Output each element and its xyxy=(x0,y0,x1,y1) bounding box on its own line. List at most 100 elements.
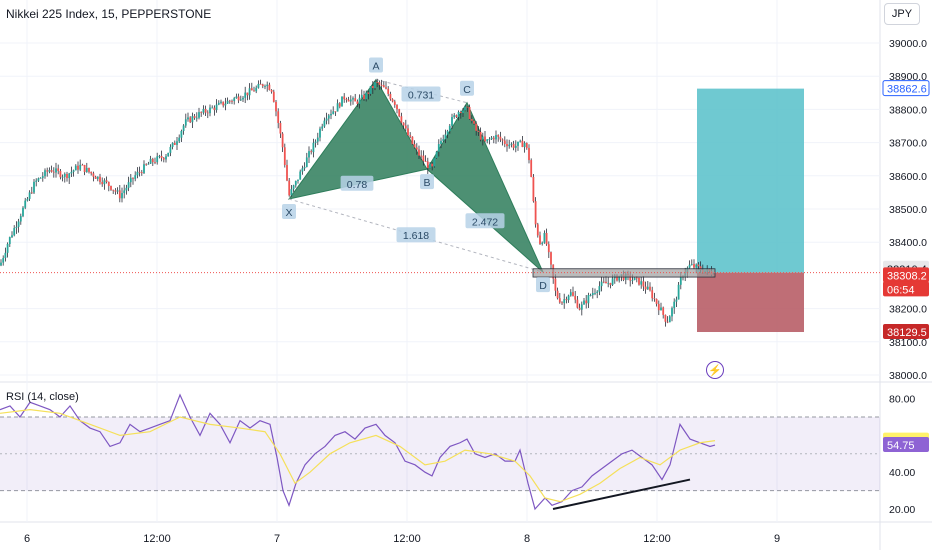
candle-body xyxy=(389,93,392,100)
candle-body xyxy=(327,115,330,119)
candle-body xyxy=(541,242,544,244)
candle-body xyxy=(292,185,295,190)
candle-body xyxy=(475,123,478,131)
candle-body xyxy=(470,119,473,121)
candle-body xyxy=(334,111,337,113)
candle-body xyxy=(574,295,577,300)
candle-body xyxy=(138,171,141,173)
candle-body xyxy=(420,155,423,157)
lightning-icon[interactable]: ⚡ xyxy=(706,361,724,379)
candle-body xyxy=(646,286,649,290)
candle-body xyxy=(257,83,260,88)
candle-body xyxy=(633,277,636,281)
candle-body xyxy=(283,147,286,165)
candle-body xyxy=(19,216,22,222)
candle-body xyxy=(503,140,506,144)
candle-body xyxy=(24,200,27,208)
candle-body xyxy=(209,107,211,114)
candle-body xyxy=(176,141,178,145)
candle-body xyxy=(426,161,429,169)
candle-body xyxy=(72,170,75,172)
candle-body xyxy=(616,275,618,281)
candle-body xyxy=(371,86,374,89)
currency-button[interactable]: JPY xyxy=(884,3,920,25)
rsi-indicator-label[interactable]: RSI (14, close) xyxy=(6,391,79,403)
candle-body xyxy=(431,163,434,167)
candle-body xyxy=(178,137,181,142)
price-tick-label: 38000.0 xyxy=(889,370,927,382)
candle-body xyxy=(61,176,64,178)
candle-body xyxy=(437,144,440,152)
candle-body xyxy=(673,301,676,309)
candle-body xyxy=(600,281,603,287)
price-tick-label: 38700.0 xyxy=(889,138,927,150)
candle-body xyxy=(28,192,31,199)
candle-body xyxy=(675,299,678,302)
candle-body xyxy=(94,176,97,179)
candle-body xyxy=(530,160,533,177)
harmonic-triangle xyxy=(426,101,544,273)
candle-body xyxy=(413,144,416,148)
candle-body xyxy=(281,133,284,148)
candle-body xyxy=(63,173,66,177)
candle-body xyxy=(44,170,46,177)
candle-body xyxy=(121,193,123,199)
time-tick-label: 12:00 xyxy=(393,533,421,545)
candle-body xyxy=(349,99,352,102)
candle-body xyxy=(440,140,442,145)
candle-body xyxy=(301,168,304,172)
candle-body xyxy=(477,130,480,132)
candle-body xyxy=(385,87,387,89)
candle-body xyxy=(319,128,321,138)
candle-body xyxy=(228,100,231,102)
candle-body xyxy=(473,120,475,124)
candle-body xyxy=(55,168,57,173)
candle-body xyxy=(250,88,253,91)
pattern-point-badge xyxy=(536,277,550,293)
ratio-label: 2.472 xyxy=(472,216,498,228)
candle-body xyxy=(376,82,379,83)
rsi-line xyxy=(0,393,716,511)
candle-body xyxy=(662,307,665,315)
time-tick-label: 8 xyxy=(524,533,530,545)
candle-body xyxy=(169,146,172,153)
candle-body xyxy=(268,84,271,91)
candle-body xyxy=(2,258,5,263)
candle-body xyxy=(442,139,445,141)
candle-body xyxy=(695,264,698,268)
pattern-point-c: C xyxy=(463,84,471,96)
candle-body xyxy=(134,175,137,179)
candle-body xyxy=(453,115,456,118)
candle-body xyxy=(261,84,264,87)
candle-body xyxy=(204,108,207,113)
candle-body xyxy=(226,100,229,104)
candle-body xyxy=(655,298,658,304)
price-tick-label: 38600.0 xyxy=(889,171,927,183)
candle-body xyxy=(468,106,471,120)
candle-body xyxy=(127,182,130,188)
candle-body xyxy=(651,290,654,299)
candle-body xyxy=(217,102,220,105)
chart-title: Nikkei 225 Index, 15, PEPPERSTONE xyxy=(6,7,212,21)
candle-body xyxy=(679,277,682,285)
candle-body xyxy=(508,144,511,147)
candle-body xyxy=(547,244,550,253)
candle-body xyxy=(341,96,343,107)
candle-body xyxy=(140,172,143,174)
time-tick-label: 7 xyxy=(274,533,280,545)
candle-body xyxy=(363,94,365,100)
candle-body xyxy=(125,187,128,191)
candle-body xyxy=(338,103,341,107)
candle-body xyxy=(585,300,588,304)
candle-body xyxy=(563,299,566,304)
candle-body xyxy=(653,298,656,300)
candle-body xyxy=(332,111,335,114)
rsi-tick-label: 20.00 xyxy=(889,504,915,516)
candle-body xyxy=(358,97,361,104)
candle-body xyxy=(103,180,106,185)
candle-body xyxy=(411,136,414,145)
candle-body xyxy=(66,173,68,179)
ratio-badge xyxy=(465,213,505,229)
ratio-label: 1.618 xyxy=(403,230,429,242)
